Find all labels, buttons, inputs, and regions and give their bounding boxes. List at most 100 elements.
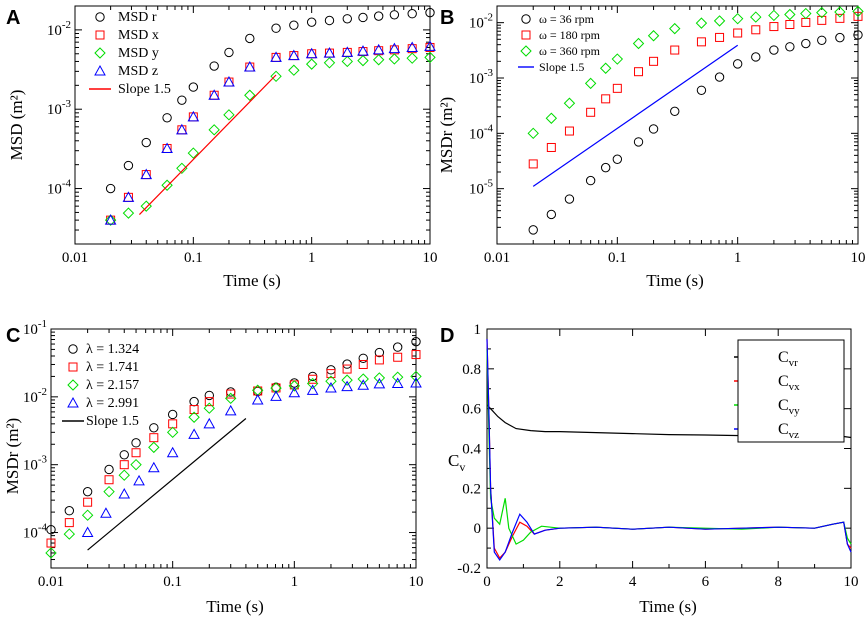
data-point bbox=[342, 14, 352, 24]
data-point bbox=[585, 175, 596, 186]
data-point bbox=[251, 393, 264, 405]
data-point bbox=[141, 137, 151, 148]
data-point bbox=[388, 53, 401, 65]
data-point bbox=[133, 474, 145, 486]
y-tick-label: 0.4 bbox=[462, 442, 481, 458]
data-point bbox=[358, 353, 368, 363]
series-msd-z bbox=[104, 40, 436, 225]
y-axis-label-b: MSDr (m²) bbox=[437, 97, 456, 173]
data-point bbox=[187, 147, 200, 159]
legend-marker-swatch bbox=[521, 14, 531, 24]
data-point bbox=[81, 526, 94, 538]
data-point bbox=[732, 59, 743, 69]
y-tick-label: 10-4 bbox=[469, 122, 494, 142]
data-point bbox=[325, 381, 337, 393]
data-point bbox=[188, 428, 200, 439]
data-point bbox=[669, 22, 681, 35]
data-point bbox=[187, 110, 200, 122]
data-point bbox=[769, 45, 779, 55]
data-point bbox=[147, 461, 160, 473]
data-point bbox=[176, 162, 188, 175]
data-point bbox=[224, 47, 234, 58]
data-point bbox=[853, 30, 863, 40]
y-tick-label: 1 bbox=[474, 322, 482, 338]
data-point bbox=[731, 12, 744, 25]
data-point bbox=[424, 40, 436, 51]
data-point bbox=[357, 373, 369, 385]
data-point bbox=[373, 377, 386, 389]
series-line bbox=[138, 74, 277, 216]
data-point bbox=[104, 464, 114, 475]
legend-label-lambda-1324: λ = 1.324 bbox=[86, 342, 139, 357]
data-point bbox=[167, 409, 178, 420]
data-point bbox=[104, 475, 114, 485]
data-point bbox=[46, 525, 56, 535]
data-point bbox=[162, 113, 172, 123]
data-point bbox=[46, 538, 56, 548]
legend-marker-swatch bbox=[68, 362, 78, 372]
data-point bbox=[189, 405, 199, 415]
data-point bbox=[306, 384, 319, 395]
x-axis-label-c: Time (s) bbox=[206, 597, 263, 616]
data-point bbox=[785, 19, 795, 29]
x-tick-label: 0.01 bbox=[62, 250, 88, 266]
data-point bbox=[324, 15, 335, 26]
data-point bbox=[695, 17, 708, 29]
legend-marker-swatch bbox=[67, 379, 79, 391]
data-point bbox=[188, 411, 200, 423]
data-point bbox=[358, 359, 368, 369]
data-point bbox=[306, 17, 317, 27]
data-point bbox=[140, 200, 152, 212]
data-point bbox=[64, 518, 74, 528]
data-point bbox=[64, 506, 75, 516]
data-point bbox=[388, 42, 401, 54]
data-point bbox=[768, 9, 780, 22]
x-tick-label: 1 bbox=[291, 574, 299, 590]
data-point bbox=[140, 168, 153, 180]
data-point bbox=[325, 375, 337, 387]
x-tick-label: 10 bbox=[409, 574, 424, 590]
legend-label-lambda-2157: λ = 2.157 bbox=[86, 378, 139, 393]
legend-label-msd-x: MSD x bbox=[118, 28, 159, 43]
data-point bbox=[104, 214, 117, 226]
data-point bbox=[203, 417, 216, 429]
y-tick-label: 0.8 bbox=[462, 362, 481, 378]
data-point bbox=[564, 194, 575, 204]
y-axis: -0.2 0 0.2 0.4 0.6 0.8 1 bbox=[457, 322, 851, 577]
x-axis-label-b: Time (s) bbox=[646, 271, 703, 290]
series-slope-1-5 bbox=[532, 44, 739, 187]
data-point bbox=[357, 379, 370, 390]
data-point bbox=[411, 350, 421, 360]
y-tick-label: 10-5 bbox=[469, 178, 494, 198]
series-msd-y bbox=[104, 51, 436, 226]
data-point bbox=[224, 404, 237, 416]
data-point bbox=[306, 377, 319, 390]
legend-label-lambda-1741: λ = 1.741 bbox=[86, 360, 139, 375]
plot-c: 0.01 0.1 1 10 10-4 10-3 10-2 10-1 bbox=[23, 318, 424, 590]
x-tick-label: 0.01 bbox=[38, 574, 64, 590]
data-point bbox=[81, 509, 94, 521]
data-point bbox=[226, 387, 236, 397]
data-point bbox=[373, 11, 384, 21]
legend-label-slope-a: Slope 1.5 bbox=[118, 82, 171, 97]
data-point bbox=[204, 390, 214, 401]
data-point bbox=[45, 547, 57, 559]
data-point bbox=[835, 13, 845, 23]
data-point bbox=[835, 32, 845, 43]
data-point bbox=[528, 225, 538, 235]
data-point bbox=[105, 183, 116, 194]
x-tick-label: 1 bbox=[734, 250, 742, 266]
legend-marker-swatch bbox=[95, 12, 105, 22]
data-point bbox=[714, 72, 725, 82]
data-point bbox=[188, 82, 199, 92]
data-point bbox=[119, 450, 129, 460]
data-point bbox=[270, 70, 282, 83]
data-point bbox=[103, 485, 115, 498]
data-point bbox=[546, 142, 556, 152]
data-point bbox=[425, 42, 435, 52]
x-axis: 0.01 0.1 1 10 bbox=[484, 6, 865, 266]
data-point bbox=[288, 386, 301, 398]
data-point bbox=[161, 142, 173, 153]
panel-label-c: C bbox=[6, 325, 20, 347]
